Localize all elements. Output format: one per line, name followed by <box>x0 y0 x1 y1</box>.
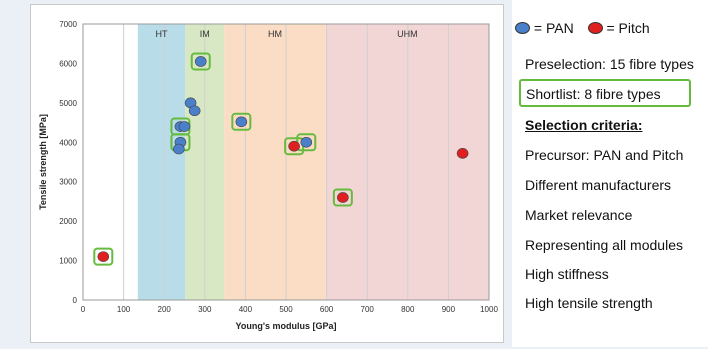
pitch-marker-icon <box>587 22 603 34</box>
x-tick-label: 900 <box>442 305 456 314</box>
x-tick-label: 800 <box>401 305 415 314</box>
y-tick-label: 2000 <box>59 217 77 226</box>
x-axis-label: Young's modulus [GPa] <box>236 321 337 331</box>
criteria-item: Representing all modules <box>525 237 683 253</box>
y-tick-label: 1000 <box>59 257 77 266</box>
y-axis-label: Tensile strength [MPa] <box>38 114 48 210</box>
region-label: HM <box>268 29 282 39</box>
plot-border <box>82 23 490 301</box>
pan-marker-icon <box>515 22 530 34</box>
x-tick-label: 100 <box>117 305 131 314</box>
x-tick-label: 200 <box>158 305 172 314</box>
x-tick-label: 600 <box>320 305 334 314</box>
criteria-item: Precursor: PAN and Pitch <box>525 147 684 163</box>
y-tick-label: 6000 <box>59 59 77 68</box>
x-tick-label: 500 <box>279 305 293 314</box>
x-tick-label: 300 <box>198 305 212 314</box>
data-point-pan <box>300 136 313 148</box>
y-tick-label: 4000 <box>59 138 77 147</box>
region-label: UHM <box>397 29 418 39</box>
criteria-item: Different manufacturers <box>525 177 672 193</box>
shortlist-box: Shortlist: 8 fibre types <box>519 79 691 107</box>
preselection-text: Preselection: 15 fibre types <box>525 56 694 72</box>
data-point-pan <box>173 143 185 155</box>
selection-box <box>231 112 252 131</box>
region-label: IM <box>200 29 210 39</box>
x-tick-label: 0 <box>81 305 86 314</box>
legend-item-pan: = PAN <box>515 20 574 36</box>
y-tick-label: 3000 <box>59 178 77 187</box>
x-tick-label: 400 <box>239 305 253 314</box>
region-band <box>137 24 186 300</box>
data-point-pan <box>194 56 207 67</box>
y-tick-label: 0 <box>73 296 78 305</box>
data-point-pitch <box>97 251 110 262</box>
criteria-heading: Selection criteria: <box>525 117 643 133</box>
chart-frame: HT IM HM UHM 0 100 200 300 400 500 600 700 800 900 100… <box>30 4 504 343</box>
criteria-item: High tensile strength <box>525 295 653 311</box>
y-tick-label: 7000 <box>59 20 77 29</box>
x-tick-label: 1000 <box>480 305 498 314</box>
data-point-pitch <box>337 192 349 203</box>
selection-box <box>332 188 353 207</box>
legend-label-pan: = PAN <box>533 20 574 36</box>
data-point-pan <box>178 121 191 132</box>
region-band <box>224 24 326 300</box>
selection-box <box>93 247 114 266</box>
data-point-pan <box>188 105 201 117</box>
criteria-item: High stiffness <box>525 266 609 282</box>
criteria-item: Market relevance <box>525 207 633 223</box>
data-point-pitch <box>456 148 469 159</box>
data-point-pan <box>235 116 248 128</box>
y-tick-label: 5000 <box>59 99 77 108</box>
region-label: HT <box>156 29 168 39</box>
legend-item-pitch: = Pitch <box>587 20 650 36</box>
legend-label-pitch: = Pitch <box>606 20 650 36</box>
scatter-chart: HT IM HM UHM 0 100 200 300 400 500 600 700 800 900 100… <box>38 20 498 331</box>
selection-box <box>190 52 211 71</box>
chart-legend: = PAN = Pitch <box>515 20 660 36</box>
x-tick-label: 700 <box>361 305 375 314</box>
info-panel <box>512 0 708 347</box>
data-point-pitch <box>288 140 300 152</box>
